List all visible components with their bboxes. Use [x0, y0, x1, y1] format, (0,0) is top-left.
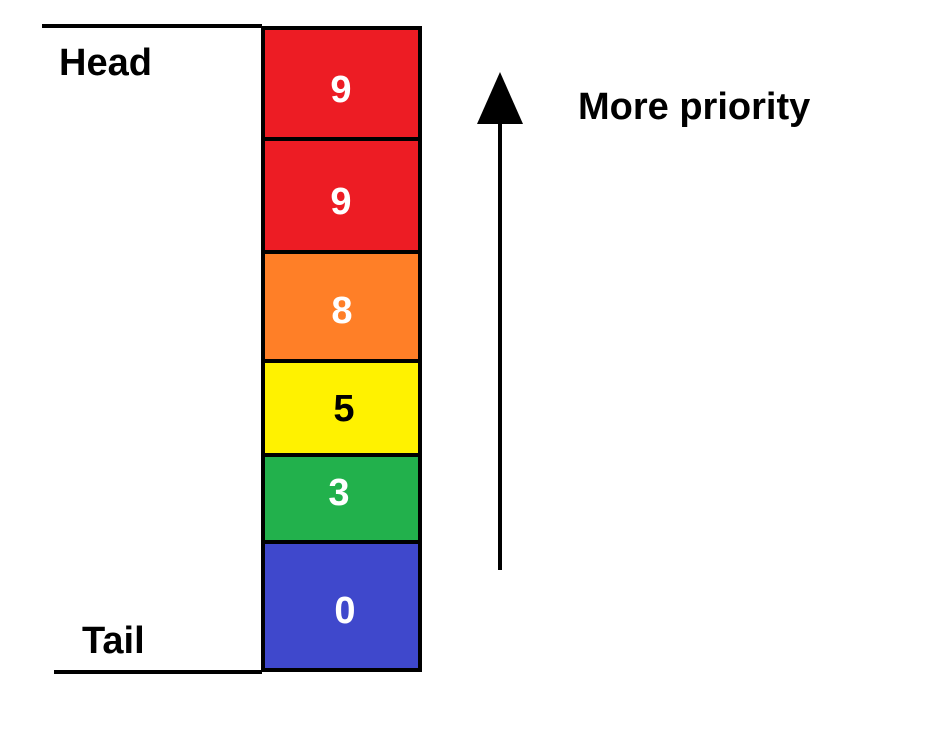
queue-cell	[261, 26, 422, 141]
queue-cell	[261, 137, 422, 254]
queue-cell-value: 0	[334, 590, 356, 632]
queue-cell-value: 5	[333, 388, 355, 430]
queue-cell	[261, 250, 422, 363]
tail-label: Tail	[82, 620, 145, 662]
queue-cell	[261, 359, 422, 457]
queue-cell-value: 8	[331, 290, 353, 332]
queue-cell-value: 3	[328, 472, 350, 514]
queue-cell	[261, 453, 422, 544]
queue-cells	[261, 26, 422, 672]
more-priority-label: More priority	[578, 86, 811, 128]
arrow-up-icon	[477, 72, 523, 124]
queue-cell-value: 9	[330, 69, 352, 111]
queue-cell-value: 9	[330, 181, 352, 223]
head-label: Head	[59, 42, 152, 84]
queue-cell	[261, 540, 422, 672]
